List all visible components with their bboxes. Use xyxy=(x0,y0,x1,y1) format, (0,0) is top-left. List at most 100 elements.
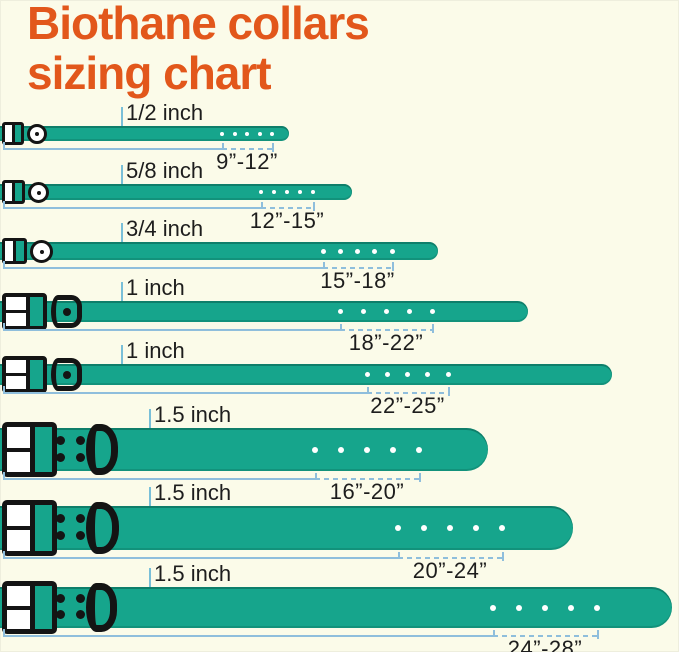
size-range-label: 9”-12” xyxy=(216,149,278,174)
title-line-2: sizing chart xyxy=(27,47,272,99)
buckle-frame xyxy=(2,422,57,477)
bracket-dashed-line xyxy=(398,557,502,559)
strap-hole xyxy=(406,309,412,314)
strap-hole xyxy=(594,604,600,611)
bracket-tick-left xyxy=(3,386,5,392)
title-line-1: Biothane collars xyxy=(27,0,370,49)
buckle-prong-bar xyxy=(7,526,31,530)
buckle-frame xyxy=(2,293,47,330)
bracket-tick-right xyxy=(313,202,315,211)
buckle-center-bar xyxy=(12,241,16,261)
strap-hole xyxy=(384,372,390,377)
buckle-frame xyxy=(2,122,24,145)
buckle-center-bar xyxy=(11,125,15,142)
bracket-tick-left xyxy=(3,142,5,148)
collar-width-label: 1 inch xyxy=(126,338,185,363)
buckle-prong-bar xyxy=(7,447,31,452)
d-ring xyxy=(86,583,117,632)
buckle-frame xyxy=(2,356,47,393)
strap-hole xyxy=(337,309,343,314)
buckle-ring xyxy=(28,182,49,203)
strap-hole xyxy=(298,190,302,194)
collar-strap xyxy=(0,184,352,200)
bracket-tick-mid xyxy=(261,202,263,207)
bracket-tick-mid xyxy=(367,387,369,392)
rivet-dot xyxy=(55,513,65,523)
rivet-dot xyxy=(55,435,65,445)
rivet-dot xyxy=(75,610,85,620)
ring-rivet xyxy=(35,132,39,136)
buckle-strap-cell xyxy=(30,297,43,326)
bracket-tick-left xyxy=(3,201,5,207)
rivet-dot xyxy=(55,610,65,620)
buckle-strap-cell xyxy=(15,183,22,201)
strap-hole xyxy=(389,248,395,254)
bracket-tick-left xyxy=(3,323,5,329)
bracket-solid-line xyxy=(3,392,367,394)
bracket-dashed-line xyxy=(222,148,272,150)
bracket-tick-mid xyxy=(315,473,317,478)
bracket-tick-right xyxy=(448,387,450,396)
strap-hole xyxy=(542,604,548,611)
buckle-prong-bar xyxy=(6,372,27,376)
buckle-strap-cell xyxy=(35,505,52,551)
ring-rivet xyxy=(36,190,41,195)
strap-hole xyxy=(405,372,410,377)
buckle-prong-bar xyxy=(6,309,27,313)
buckle-frame xyxy=(2,581,57,634)
width-tick-line xyxy=(121,107,123,141)
buckle-center-bar xyxy=(30,427,36,472)
strap-hole xyxy=(311,190,315,194)
buckle-center-bar xyxy=(30,586,36,629)
bracket-tick-right xyxy=(597,630,599,639)
rivet-dot xyxy=(55,531,65,541)
ring-rivet xyxy=(39,249,44,254)
buckle-frame xyxy=(2,238,27,264)
bracket-solid-line xyxy=(3,148,222,150)
buckle-frame xyxy=(2,180,25,204)
d-ring xyxy=(86,424,118,475)
bracket-tick-right xyxy=(272,143,274,152)
strap-hole xyxy=(416,446,422,453)
bracket-solid-line xyxy=(3,267,323,269)
width-tick-line xyxy=(121,165,123,200)
strap-hole xyxy=(390,446,396,453)
rivet-dot xyxy=(75,531,85,541)
collar-width-label: 1.5 inch xyxy=(154,561,232,586)
strap-hole xyxy=(421,525,427,531)
strap-hole xyxy=(516,604,522,611)
strap-hole xyxy=(395,525,401,531)
collar-width-label: 1.5 inch xyxy=(154,402,232,427)
buckle-center-bar xyxy=(26,297,31,326)
strap-hole xyxy=(429,309,435,314)
strap-hole xyxy=(372,248,378,254)
strap-hole xyxy=(383,309,389,314)
bracket-solid-line xyxy=(3,557,398,559)
collar-width-label: 3/4 inch xyxy=(126,216,204,241)
collar-width-label: 5/8 inch xyxy=(126,158,204,183)
buckle-center-bar xyxy=(26,360,31,389)
collar-strap xyxy=(0,301,528,322)
strap-hole xyxy=(272,190,276,194)
buckle-strap-cell xyxy=(35,427,52,472)
collar-strap xyxy=(0,364,612,385)
bracket-tick-left xyxy=(3,551,5,557)
strap-hole xyxy=(355,248,360,254)
bracket-solid-line xyxy=(3,635,493,637)
strap-hole xyxy=(245,131,249,136)
rivet-dot xyxy=(55,593,65,603)
page-title: Biothane collars sizing chart xyxy=(27,0,370,99)
bracket-tick-right xyxy=(419,473,421,482)
strap-hole xyxy=(338,446,344,453)
strap-hole xyxy=(232,131,237,136)
bracket-tick-mid xyxy=(222,143,224,148)
bracket-tick-left xyxy=(3,472,5,478)
bracket-dashed-line xyxy=(261,207,313,209)
buckle-strap-cell xyxy=(30,360,43,389)
collar-strap xyxy=(0,428,488,471)
strap-hole xyxy=(285,190,289,194)
bracket-dashed-line xyxy=(340,329,432,331)
size-range-label: 16”-20” xyxy=(329,479,405,504)
collar-strap xyxy=(0,126,289,141)
